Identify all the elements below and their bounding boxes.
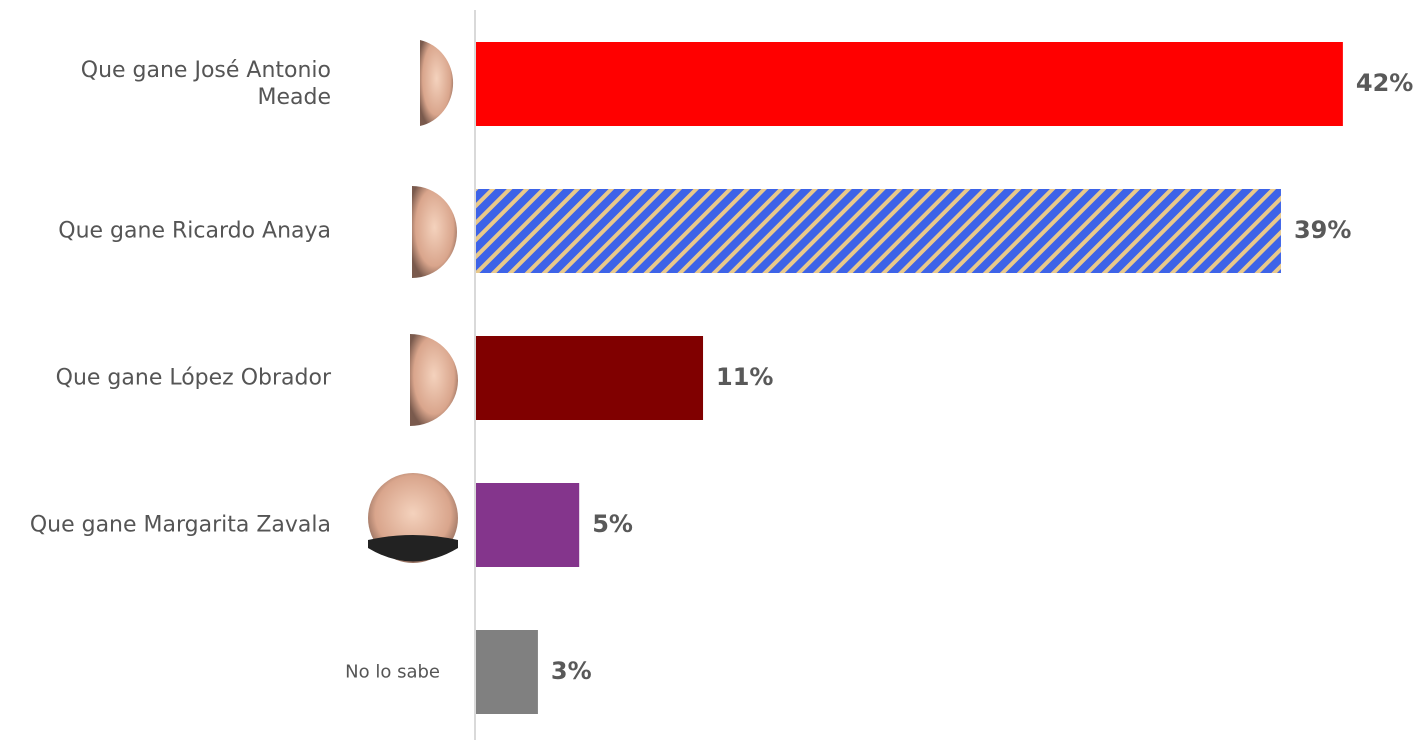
bar	[476, 483, 580, 567]
bar	[476, 42, 1343, 126]
category-label: No lo sabe	[345, 661, 440, 683]
portrait	[412, 186, 457, 278]
category-label: Que gane López Obrador	[55, 365, 331, 391]
value-label: 3%	[551, 657, 592, 685]
value-label: 42%	[1356, 69, 1413, 97]
category-label: Que gane Margarita Zavala	[29, 512, 331, 538]
portrait	[410, 334, 458, 426]
value-label: 11%	[716, 363, 773, 391]
portrait	[368, 535, 458, 562]
value-label: 39%	[1294, 216, 1351, 244]
bar	[476, 336, 704, 420]
bar	[476, 189, 1281, 273]
value-label: 5%	[592, 510, 633, 538]
category-label: Que gane Ricardo Anaya	[58, 218, 331, 244]
bar	[476, 630, 538, 714]
portrait	[420, 40, 454, 126]
category-label: Que gane José Antonio Meade	[80, 58, 331, 110]
